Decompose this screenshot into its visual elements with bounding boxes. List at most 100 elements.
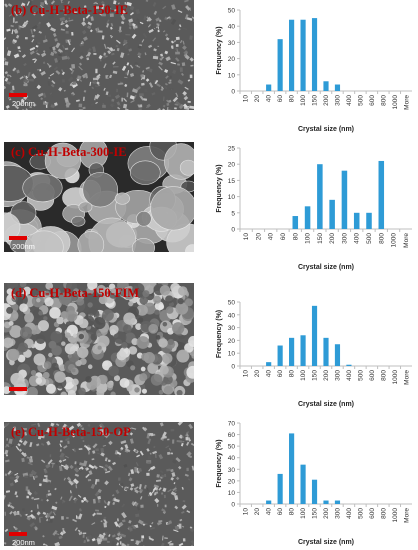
x-tick-label: 500 — [357, 95, 364, 106]
bar — [266, 500, 272, 504]
y-axis-label: Frequency (%) — [216, 310, 223, 358]
x-tick-label: 20 — [255, 233, 262, 241]
x-tick-label: 150 — [317, 233, 324, 244]
bar — [277, 39, 283, 91]
x-tick-label: 100 — [300, 508, 307, 519]
bar — [289, 19, 295, 91]
x-tick-label: 400 — [354, 233, 361, 244]
y-tick-label: 60 — [228, 432, 236, 439]
bar — [346, 364, 352, 366]
x-tick-label: 300 — [334, 95, 341, 106]
x-tick-label: 150 — [312, 95, 319, 106]
bar — [304, 206, 311, 229]
micrograph-texture — [4, 0, 194, 110]
x-tick-label: 60 — [277, 370, 284, 378]
y-tick-label: 50 — [228, 8, 236, 15]
sem-title-e: (e) Cu-H-Beta-150-OP — [11, 425, 131, 439]
x-tick-label: 800 — [380, 370, 387, 381]
x-tick-label: 400 — [346, 95, 353, 106]
scale-bar-line-b — [9, 93, 27, 97]
y-tick-label: 40 — [228, 312, 236, 319]
bar — [317, 164, 323, 229]
scale-bar-b: 200nm — [9, 93, 35, 108]
sem-image-d: (d) Cu-H-Beta-150-FIM 200nm — [4, 283, 194, 395]
bar — [266, 84, 272, 91]
x-tick-label: 40 — [266, 95, 273, 103]
y-tick-label: 0 — [231, 502, 235, 509]
bar — [277, 345, 283, 366]
x-tick-label: 300 — [334, 508, 341, 519]
bar — [289, 433, 295, 504]
x-tick-label: 600 — [369, 95, 376, 106]
y-tick-label: 5 — [231, 210, 235, 217]
y-tick-label: 30 — [228, 325, 236, 332]
histogram-c: 0 5 10 15 20 25 10 20 40 60 80 100 150 200 300 400 500 80… — [216, 146, 412, 271]
x-tick-label: 400 — [346, 370, 353, 381]
x-tick-label: 500 — [366, 233, 373, 244]
x-tick-label: 80 — [289, 370, 296, 378]
x-tick-label: More — [403, 95, 410, 110]
x-tick-label: 10 — [243, 508, 250, 516]
bar — [300, 335, 306, 366]
x-tick-label: 500 — [357, 370, 364, 381]
x-axis-label: Crystal size (nm) — [298, 539, 354, 546]
y-tick-label: 25 — [228, 146, 236, 153]
bar — [300, 464, 306, 504]
x-tick-label: 80 — [289, 508, 296, 516]
x-tick-label: 200 — [329, 233, 336, 244]
y-axis-label: Frequency (%) — [216, 26, 223, 74]
x-tick-label: 10 — [243, 233, 250, 241]
x-tick-label: 80 — [292, 233, 299, 241]
sem-title-b: (b) Cu-H-Beta-150-IE — [11, 3, 129, 17]
y-tick-label: 0 — [231, 227, 235, 234]
y-tick-label: 20 — [228, 338, 236, 345]
y-tick-label: 10 — [228, 194, 236, 201]
x-tick-label: 40 — [266, 508, 273, 516]
x-tick-label: 800 — [380, 508, 387, 519]
x-axis-label: Crystal size (nm) — [298, 264, 354, 271]
x-tick-label: 100 — [300, 370, 307, 381]
x-tick-label: 40 — [268, 233, 275, 241]
x-tick-label: 20 — [254, 370, 261, 378]
x-tick-label: 800 — [378, 233, 385, 244]
x-tick-label: 200 — [323, 95, 330, 106]
sem-title-d: (d) Cu-H-Beta-150-FIM — [11, 286, 140, 300]
x-axis-label: Crystal size (nm) — [298, 126, 354, 133]
bar — [292, 216, 299, 229]
sem-image-c: (c) Cu-H-Beta-300-IE 200nm — [4, 142, 194, 252]
scale-label-c: 200nm — [12, 242, 35, 251]
bar — [266, 362, 272, 366]
x-tick-label: 60 — [280, 233, 287, 241]
x-tick-label: 500 — [357, 508, 364, 519]
x-tick-label: 400 — [346, 508, 353, 519]
micrograph-texture — [4, 283, 194, 395]
y-tick-label: 30 — [228, 40, 236, 47]
bar — [334, 500, 341, 504]
x-tick-label: 800 — [380, 95, 387, 106]
x-tick-label: 80 — [289, 95, 296, 103]
bar — [323, 337, 329, 366]
bar — [378, 160, 385, 229]
x-tick-label: 20 — [254, 95, 261, 103]
panel-d: (d) Cu-H-Beta-150-FIM 200nm 0 10 20 30 40 50 1… — [0, 275, 418, 412]
x-tick-label: 150 — [312, 508, 319, 519]
x-tick-label: 600 — [369, 508, 376, 519]
bar — [366, 212, 372, 229]
panel-e: (e) Cu-H-Beta-150-OP 200nm 0 10 20 30 40 50 60… — [0, 413, 418, 550]
micrograph-texture — [4, 422, 194, 546]
scale-bar-line-e — [9, 532, 27, 536]
bar — [341, 170, 348, 229]
x-tick-label: 20 — [254, 508, 261, 516]
y-tick-label: 10 — [228, 72, 236, 79]
y-tick-label: 15 — [228, 178, 236, 185]
bar — [289, 337, 295, 366]
scale-label-e: 200nm — [12, 538, 35, 546]
panel-b: (b) Cu-H-Beta-150-IE 200nm 0 10 20 30 40 50 10… — [0, 0, 418, 137]
sem-image-b: (b) Cu-H-Beta-150-IE 200nm — [4, 0, 194, 110]
bar — [311, 479, 318, 504]
bar — [334, 344, 341, 366]
scale-label-b: 200nm — [12, 99, 35, 108]
y-axis-label: Frequency (%) — [216, 439, 223, 487]
bar — [334, 84, 341, 91]
sem-image-e: (e) Cu-H-Beta-150-OP 200nm — [4, 422, 194, 546]
